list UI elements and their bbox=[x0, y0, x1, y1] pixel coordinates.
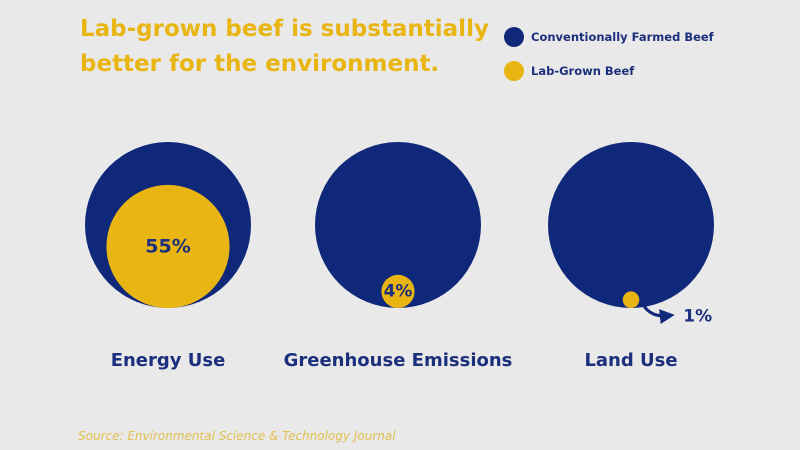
inner-circle-energy-use bbox=[106, 184, 230, 308]
outer-circle-land-use bbox=[548, 142, 714, 308]
category-label-energy-use: Energy Use bbox=[111, 350, 226, 371]
legend-swatch-lab-grown bbox=[504, 61, 524, 81]
outer-circle-greenhouse-emissions bbox=[315, 142, 481, 308]
inner-circle-greenhouse-emissions bbox=[381, 274, 415, 308]
chart-title: Lab-grown beef is substantially better f… bbox=[80, 16, 489, 77]
legend-swatch-conventional bbox=[504, 27, 524, 47]
inner-circle-land-use bbox=[622, 291, 640, 309]
legend-item-lab-grown: Lab-Grown Beef bbox=[504, 60, 634, 82]
source-note: Source: Environmental Science & Technolo… bbox=[78, 429, 396, 443]
legend-label-lab-grown: Lab-Grown Beef bbox=[531, 64, 635, 78]
category-label-greenhouse-emissions: Greenhouse Emissions bbox=[284, 350, 513, 371]
value-label-land-use: 1% bbox=[683, 307, 712, 327]
value-label-greenhouse-emissions: 4% bbox=[384, 281, 413, 301]
legend-item-conventional: Conventionally Farmed Beef bbox=[504, 26, 714, 48]
annotation-arrow bbox=[639, 300, 675, 324]
legend-label-conventional: Conventionally Farmed Beef bbox=[531, 30, 714, 44]
value-label-energy-use: 55% bbox=[145, 235, 190, 257]
category-label-land-use: Land Use bbox=[584, 350, 677, 371]
